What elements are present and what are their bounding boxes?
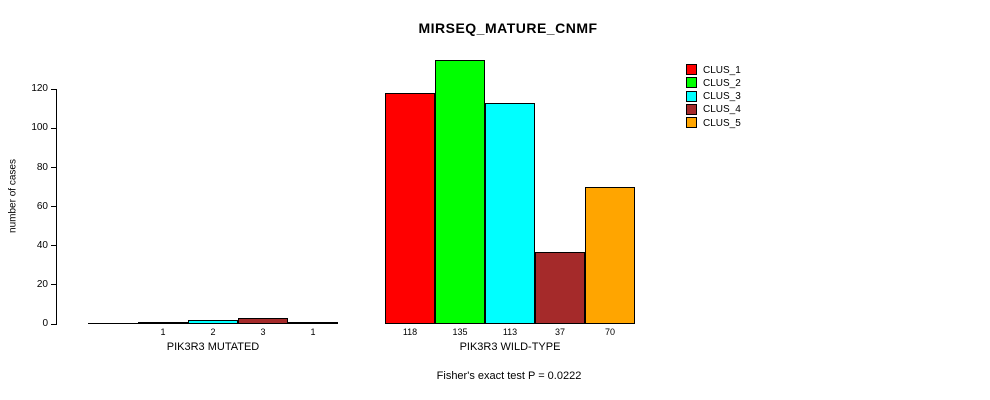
y-tick	[51, 88, 56, 90]
bar	[238, 318, 288, 324]
bar	[585, 187, 635, 324]
y-tick	[51, 206, 56, 208]
bar-value-label: 118	[402, 327, 418, 337]
fisher-test-annotation: Fisher's exact test P = 0.0222	[436, 370, 582, 382]
y-tick	[51, 245, 56, 247]
bar-value-label: 2	[210, 327, 216, 337]
legend-swatch	[686, 64, 697, 75]
y-tick-label: 80	[36, 161, 48, 173]
y-axis-label: number of cases	[7, 159, 19, 233]
y-tick	[51, 167, 56, 169]
group-label-mutated: PIK3R3 MUTATED	[166, 341, 260, 353]
bar-value-label: 1	[310, 327, 316, 337]
legend-swatch	[686, 77, 697, 89]
y-tick-label: 40	[36, 239, 48, 251]
y-tick-label: 20	[36, 278, 48, 290]
bar-value-label: 113	[502, 327, 518, 337]
y-tick	[51, 127, 56, 129]
bar	[188, 320, 238, 324]
bar-value-label: 1	[160, 327, 166, 337]
legend-label: CLUS_3	[703, 91, 741, 102]
y-tick	[51, 323, 56, 325]
y-tick-label: 120	[31, 83, 48, 95]
legend-label: CLUS_4	[703, 104, 741, 116]
y-tick-label: 100	[31, 122, 48, 134]
y-tick-label: 0	[42, 318, 48, 329]
bar	[385, 93, 435, 324]
bar	[485, 103, 535, 324]
bar	[88, 323, 138, 324]
legend-label: CLUS_1	[703, 64, 741, 76]
bar	[435, 60, 485, 324]
bar	[138, 322, 188, 324]
y-tick-label: 60	[36, 200, 48, 212]
legend-swatch	[686, 117, 697, 128]
y-tick	[51, 284, 56, 286]
group-label-wild-type: PIK3R3 WILD-TYPE	[459, 341, 561, 353]
bar-value-label: 37	[554, 327, 565, 337]
legend-swatch	[686, 103, 697, 115]
bar-value-label: 135	[452, 327, 468, 337]
bar-value-label: 70	[604, 327, 615, 337]
legend-label: CLUS_5	[703, 117, 741, 129]
bar	[535, 252, 585, 324]
y-axis-line	[56, 89, 57, 325]
bar-value-label: 3	[260, 327, 266, 337]
legend-swatch	[686, 90, 697, 102]
chart-title: MIRSEQ_MATURE_CNMF	[418, 20, 598, 36]
bar	[288, 322, 338, 324]
legend-label: CLUS_2	[703, 77, 741, 89]
